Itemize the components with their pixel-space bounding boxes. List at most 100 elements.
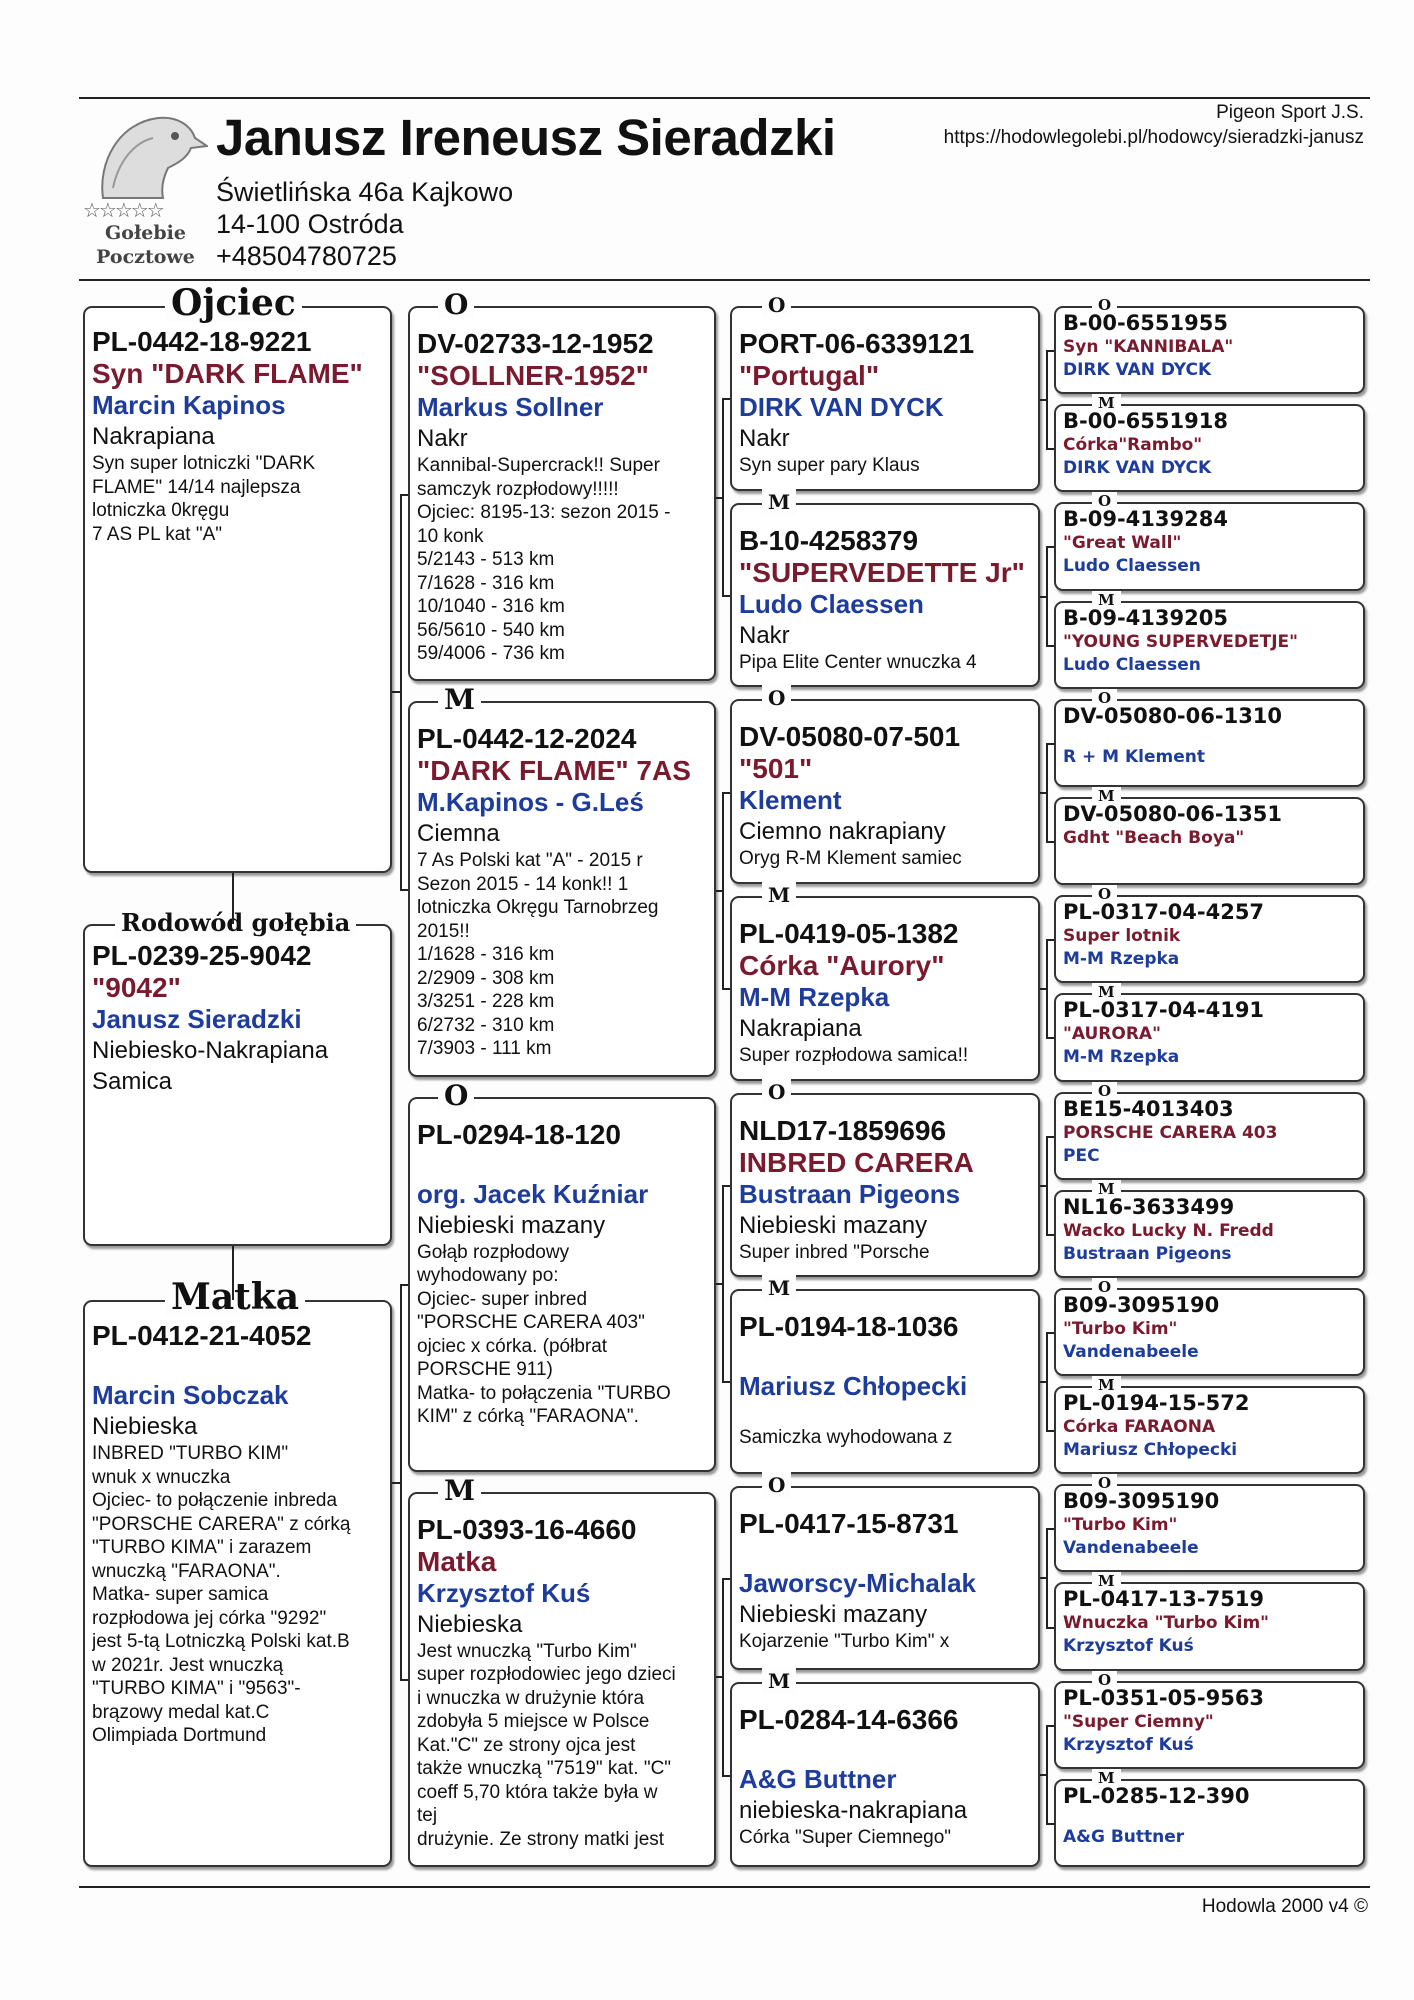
owner-name: M-M Rzepka	[1063, 949, 1180, 970]
note-line: 5/2143 - 513 km	[417, 549, 555, 570]
pigeon-name: PORSCHE CARERA 403	[1063, 1122, 1278, 1143]
pigeon-card[interactable]: O DV-05080-07-501 "501" Klement Ciemno nakra…	[730, 685, 1040, 884]
note-line: Gołąb rozpłodowy	[417, 1241, 570, 1263]
owner-name: DIRK VAN DYCK	[1063, 360, 1212, 380]
pigeon-name: "9042"	[92, 972, 181, 1003]
address-street: Świetlińska 46a Kajkowo	[216, 177, 514, 207]
connector-line	[722, 1578, 724, 1775]
parent-label: O	[1092, 1277, 1118, 1296]
ring-number: PL-0442-18-9221	[92, 326, 312, 357]
pigeon-name: Super lotnik	[1063, 926, 1181, 947]
pigeon-card[interactable]: O PORT-06-6339121 "Portugal" DIRK VAN DYCK N…	[730, 292, 1040, 491]
owner-name: M-M Rzepka	[1063, 1047, 1180, 1068]
pigeon-color: Niebieski mazany	[739, 1211, 928, 1239]
pigeon-name	[1063, 729, 1356, 746]
connector-line	[1040, 1381, 1046, 1384]
pigeon-card[interactable]: M PL-0194-15-572 Córka FARAONA Mariusz Chło…	[1054, 1376, 1365, 1475]
parent-label: M	[762, 1668, 797, 1695]
pigeon-sex: Samica	[92, 1068, 173, 1095]
pigeon-card[interactable]: O DV-05080-06-1310 R + M Klement	[1054, 688, 1365, 787]
owner-name: A&G Buttner	[739, 1764, 897, 1795]
pigeon-card[interactable]: O BE15-4013403 PORSCHE CARERA 403 PEC	[1054, 1081, 1365, 1180]
pigeon-color: Nakrapiana	[739, 1014, 862, 1042]
card-content: PL-0285-12-390 A&G Buttner	[1063, 1781, 1356, 1865]
note-line: samczyk rozpłodowy!!!!!	[417, 478, 619, 500]
pigeon-card[interactable]: Rodowód gołębia PL-0239-25-9042 "9042" Janu…	[83, 908, 392, 1246]
pigeon-card[interactable]: O PL-0294-18-120 org. Jacek Kuźniar Niebies…	[408, 1081, 716, 1472]
note-line: super rozpłodowiec jego dzieci	[417, 1664, 676, 1686]
pigeon-card[interactable]: O PL-0417-15-8731 Jaworscy-Michalak Niebies…	[730, 1471, 1040, 1671]
note-line: FLAME" 14/14 najlepsza	[92, 476, 301, 498]
parent-label: O	[1092, 1081, 1118, 1100]
pigeon-card[interactable]: M PL-0194-18-1036 Mariusz Chłopecki Samiczk…	[730, 1275, 1040, 1474]
pigeon-card[interactable]: M PL-0419-05-1382 Córka "Aurory" M-M Rzepka…	[730, 881, 1040, 1081]
connector-line	[400, 1679, 408, 1682]
ring-number: PL-0351-05-9563	[1063, 1685, 1265, 1710]
connector-line	[1046, 644, 1054, 647]
pigeon-card[interactable]: Matka PL-0412-21-4052 Marcin Sobczak Niebie…	[83, 1278, 392, 1867]
card-content: NLD17-1859696 INBRED CARERA Bustraan Pigeo…	[739, 1095, 1031, 1276]
note-line: w 2021r. Jest wnuczką	[92, 1654, 284, 1676]
ring-number: PL-0194-15-572	[1063, 1391, 1250, 1416]
card-content: B09-3095190 "Turbo Kim" Vandenabeele	[1063, 1486, 1356, 1570]
club-name: Pigeon Sport J.S.	[1216, 102, 1364, 123]
note-line: wnuczką "FARAONA".	[92, 1560, 281, 1582]
pigeon-card[interactable]: O PL-0317-04-4257 Super lotnik M-M Rzepka	[1054, 885, 1365, 984]
card-content: B-09-4139205 "YOUNG SUPERVEDETJE" Ludo Cla…	[1063, 603, 1356, 687]
note-line: Ojciec- to połączenie inbreda	[92, 1490, 338, 1511]
pigeon-color: Ciemno nakrapiany	[739, 818, 946, 846]
parent-label: O	[1092, 1670, 1118, 1689]
connector-line	[1040, 399, 1046, 402]
pigeon-card[interactable]: O B-00-6551955 Syn "KANNIBALA" DIRK VAN DYC…	[1054, 296, 1365, 395]
card-content: PL-0417-15-8731 Jaworscy-Michalak Niebiesk…	[739, 1488, 1031, 1669]
pigeon-card[interactable]: M PL-0393-16-4660 Matka Krzysztof Kuś Niebie…	[408, 1476, 716, 1867]
card-content: PL-0393-16-4660 Matka Krzysztof Kuś Niebies…	[417, 1494, 707, 1865]
connector-line	[716, 1676, 722, 1679]
pigeon-card[interactable]: M B-00-6551918 Córka"Rambo" DIRK VAN DYCK	[1054, 394, 1365, 493]
ring-number: PL-0284-14-6366	[739, 1704, 959, 1736]
note-line: coeff 5,70 która także była w	[417, 1781, 658, 1803]
ring-number: DV-05080-06-1351	[1063, 801, 1283, 826]
pigeon-card[interactable]: Ojciec PL-0442-18-9221 Syn "DARK FLAME" Ma…	[83, 284, 392, 873]
pigeon-card[interactable]: M NL16-3633499 Wacko Lucky N. Fredd Bustraa…	[1054, 1179, 1365, 1278]
parent-label: M	[1092, 394, 1121, 413]
pigeon-card[interactable]: M PL-0284-14-6366 A&G Buttner niebieska-nak…	[730, 1668, 1040, 1867]
breeder-url[interactable]: https://hodowlegolebi.pl/hodowcy/sieradz…	[943, 127, 1364, 148]
note-line: PORSCHE 911)	[417, 1359, 553, 1380]
connector-line	[1046, 1331, 1054, 1334]
note-line: 7/1628 - 316 km	[417, 572, 555, 594]
connector-line	[400, 888, 408, 891]
pigeon-card[interactable]: M B-10-4258379 "SUPERVEDETTE Jr" Ludo Claes…	[730, 488, 1040, 688]
pigeon-name: "Great Wall"	[1063, 533, 1182, 554]
pigeon-card[interactable]: O B09-3095190 "Turbo Kim" Vandenabeele	[1054, 1277, 1365, 1377]
pigeon-card[interactable]: O DV-02733-12-1952 "SOLLNER-1952" Markus So…	[408, 291, 716, 682]
connector-line	[232, 1246, 234, 1300]
pigeon-card[interactable]: O B-09-4139284 "Great Wall" Ludo Claessen	[1054, 492, 1365, 591]
connector-line	[722, 398, 730, 401]
pigeon-name: Gdht "Beach Boya"	[1063, 827, 1245, 848]
connector-line	[1046, 1528, 1048, 1627]
pigeon-card[interactable]: O PL-0351-05-9563 "Super Ciemny" Krzysztof …	[1054, 1670, 1365, 1769]
pigeon-head-icon	[101, 116, 210, 199]
pigeon-card[interactable]: M DV-05080-06-1351 Gdht "Beach Boya"	[1054, 786, 1365, 886]
pigeon-card[interactable]: O B09-3095190 "Turbo Kim" Vandenabeele	[1054, 1474, 1365, 1573]
connector-line	[232, 873, 234, 924]
connector-line	[392, 1481, 400, 1484]
ring-number: PL-0317-04-4257	[1063, 900, 1265, 925]
pigeon-card[interactable]: M B-09-4139205 "YOUNG SUPERVEDETJE" Ludo Cl…	[1054, 590, 1365, 689]
pigeon-name: Syn "KANNIBALA"	[1063, 337, 1234, 357]
card-content: PL-0351-05-9563 "Super Ciemny" Krzysztof K…	[1063, 1683, 1356, 1767]
pigeon-card[interactable]: M PL-0317-04-4191 "AURORA" M-M Rzepka	[1054, 983, 1365, 1082]
pigeon-color: niebieska-nakrapiana	[739, 1797, 968, 1825]
pigeon-color: Nakr	[739, 621, 790, 649]
ring-number: DV-05080-06-1310	[1063, 703, 1283, 728]
pigeon-card[interactable]: M PL-0417-13-7519 Wnuczka "Turbo Kim" Krzys…	[1054, 1572, 1365, 1671]
parent-label: O	[762, 292, 792, 318]
card-content: B-09-4139284 "Great Wall" Ludo Claessen	[1063, 504, 1356, 588]
parent-label: O	[762, 1078, 792, 1105]
pigeon-card[interactable]: M PL-0285-12-390 A&G Buttner	[1054, 1768, 1365, 1867]
pigeon-card[interactable]: M PL-0442-12-2024 "DARK FLAME" 7AS M.Kapino…	[408, 686, 716, 1077]
pigeon-card[interactable]: O NLD17-1859696 INBRED CARERA Bustraan Pige…	[730, 1078, 1040, 1278]
pigeon-name: "DARK FLAME" 7AS	[417, 755, 691, 787]
connector-line	[392, 691, 400, 694]
